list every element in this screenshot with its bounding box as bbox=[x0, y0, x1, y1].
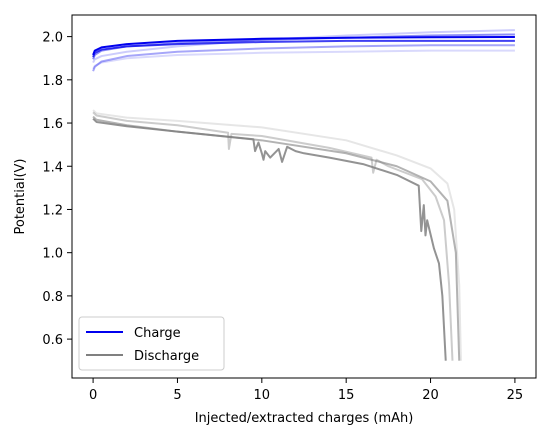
series-layer bbox=[92, 29, 515, 361]
y-tick-label: 1.6 bbox=[42, 117, 63, 132]
discharge-curve-6 bbox=[92, 109, 462, 361]
y-axis-label: Potential(V) bbox=[13, 159, 28, 235]
charge-curve-3 bbox=[92, 44, 515, 72]
charge-curve-2 bbox=[92, 33, 515, 60]
charge-curve-4 bbox=[92, 29, 515, 64]
y-tick-label: 1.0 bbox=[42, 247, 63, 262]
x-tick-label: 20 bbox=[422, 388, 439, 403]
y-tick-label: 0.8 bbox=[42, 290, 63, 305]
y-tick-label: 1.4 bbox=[42, 160, 63, 175]
x-tick-label: 15 bbox=[338, 388, 355, 403]
x-tick-label: 5 bbox=[173, 388, 181, 403]
y-tick-label: 2.0 bbox=[42, 31, 63, 46]
discharge-curve-9 bbox=[92, 117, 447, 361]
x-tick-label: 0 bbox=[89, 388, 97, 403]
legend: Charge Discharge bbox=[78, 316, 225, 371]
x-axis-label: Injected/extracted charges (mAh) bbox=[195, 411, 414, 426]
y-tick-label: 1.8 bbox=[42, 74, 63, 89]
y-tick-label: 1.2 bbox=[42, 203, 63, 218]
legend-discharge-label: Discharge bbox=[134, 349, 199, 364]
legend-box bbox=[78, 316, 225, 371]
charge-curve-5 bbox=[92, 49, 515, 70]
charge-curve-1 bbox=[92, 39, 515, 58]
y-tick-label: 0.6 bbox=[42, 333, 63, 348]
plot-frame bbox=[71, 14, 537, 379]
discharge-curve-7 bbox=[92, 111, 454, 361]
x-tick-label: 25 bbox=[507, 388, 524, 403]
legend-charge-label: Charge bbox=[134, 326, 181, 341]
x-tick-label: 10 bbox=[254, 388, 271, 403]
charge-curve-0 bbox=[92, 36, 515, 56]
x-axis-ticks: 0 5 10 15 20 25 bbox=[89, 378, 523, 403]
discharge-curve-8 bbox=[92, 115, 461, 361]
y-axis-ticks: 0.6 0.8 1.0 1.2 1.4 1.6 1.8 2.0 bbox=[42, 31, 72, 348]
